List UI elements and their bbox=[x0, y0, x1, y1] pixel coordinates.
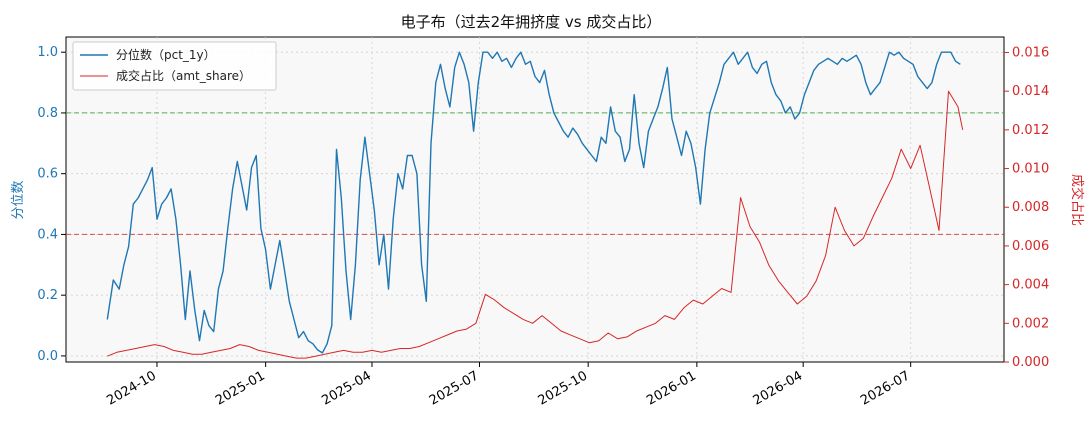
x-axis: 2024-10 2025-01 2025-04 2025-07 2025-10 2026-… bbox=[104, 362, 913, 409]
right-tick-label: 0.002 bbox=[1012, 316, 1049, 331]
legend-label-pct: 分位数（pct_1y） bbox=[116, 47, 216, 62]
left-tick-label: 0.8 bbox=[37, 106, 58, 121]
right-tick-label: 0.014 bbox=[1012, 84, 1049, 99]
legend: 分位数（pct_1y） 成交占比（amt_share） bbox=[72, 41, 277, 91]
left-tick-label: 0.6 bbox=[37, 167, 58, 182]
left-tick-label: 0.2 bbox=[37, 288, 58, 303]
left-axis: 0.0 0.2 0.4 0.6 0.8 1.0 bbox=[37, 45, 66, 364]
reference-lines bbox=[66, 112, 1004, 235]
series-line-pct bbox=[106, 51, 961, 354]
right-tick-label: 0.012 bbox=[1012, 123, 1049, 138]
x-tick-label: 2026-07 bbox=[858, 368, 913, 408]
right-tick-label: 0.004 bbox=[1012, 278, 1049, 293]
x-tick-label: 2025-01 bbox=[213, 368, 268, 408]
right-tick-label: 0.010 bbox=[1012, 162, 1049, 177]
series-lines bbox=[106, 51, 964, 359]
right-axis: 0.000 0.002 0.004 0.006 0.008 0.010 0.012 0.014… bbox=[1004, 45, 1049, 370]
x-tick-label: 2025-07 bbox=[427, 368, 482, 408]
gridlines bbox=[66, 37, 1004, 362]
legend-box bbox=[72, 41, 277, 91]
y-left-label: 分位数 bbox=[11, 180, 26, 219]
chart-title: 电子布（过去2年拥挤度 vs 成交占比） bbox=[401, 13, 662, 31]
plot-background bbox=[65, 36, 1005, 363]
left-tick-label: 1.0 bbox=[37, 45, 58, 60]
y-right-label: 成交占比 bbox=[1069, 174, 1085, 226]
x-tick-label: 2026-04 bbox=[751, 368, 806, 408]
x-tick-label: 2025-10 bbox=[536, 368, 591, 408]
left-tick-label: 0.4 bbox=[37, 227, 58, 242]
left-tick-label: 0.0 bbox=[37, 349, 58, 364]
right-tick-label: 0.016 bbox=[1012, 45, 1049, 60]
legend-label-share: 成交占比（amt_share） bbox=[116, 68, 251, 83]
x-tick-label: 2025-04 bbox=[319, 368, 374, 408]
right-tick-label: 0.008 bbox=[1012, 200, 1049, 215]
right-tick-label: 0.006 bbox=[1012, 239, 1049, 254]
right-tick-label: 0.000 bbox=[1012, 355, 1049, 370]
x-tick-label: 2026-01 bbox=[644, 368, 699, 408]
series-line-share bbox=[107, 90, 964, 359]
x-tick-label: 2024-10 bbox=[104, 368, 159, 408]
